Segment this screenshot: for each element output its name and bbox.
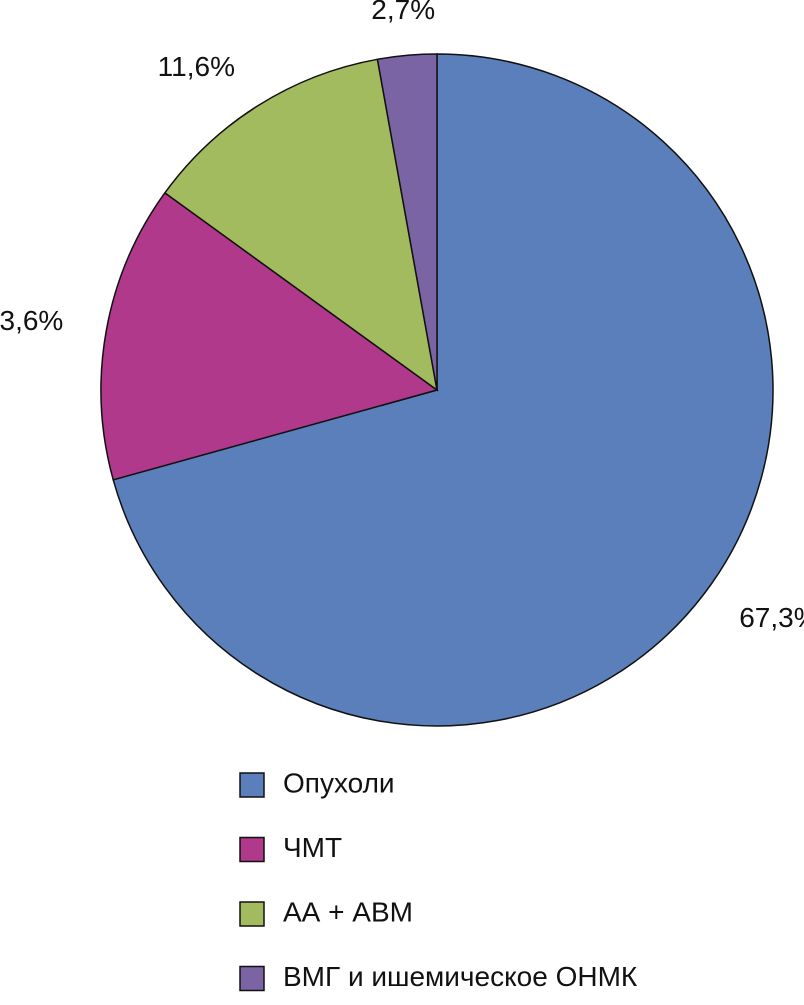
legend-label: ВМГ и ишемическое ОНМК — [283, 961, 638, 992]
data-label: 13,6% — [0, 305, 63, 336]
pie-slice — [376, 53, 438, 391]
legend-swatch — [239, 965, 265, 992]
legend-swatch — [239, 901, 265, 927]
pie-slice — [163, 58, 439, 392]
legend-label: Опухоли — [283, 767, 395, 798]
legend-swatch — [239, 836, 265, 863]
legend-label: АА + АВМ — [283, 896, 413, 927]
data-label: 2,7% — [371, 0, 435, 25]
pie-slice — [112, 53, 774, 727]
pie-slice — [100, 191, 439, 481]
data-label: 67,3% — [739, 602, 804, 633]
legend-swatch — [239, 772, 265, 798]
data-label: 11,6% — [158, 51, 235, 82]
legend-label: ЧМТ — [283, 832, 342, 863]
